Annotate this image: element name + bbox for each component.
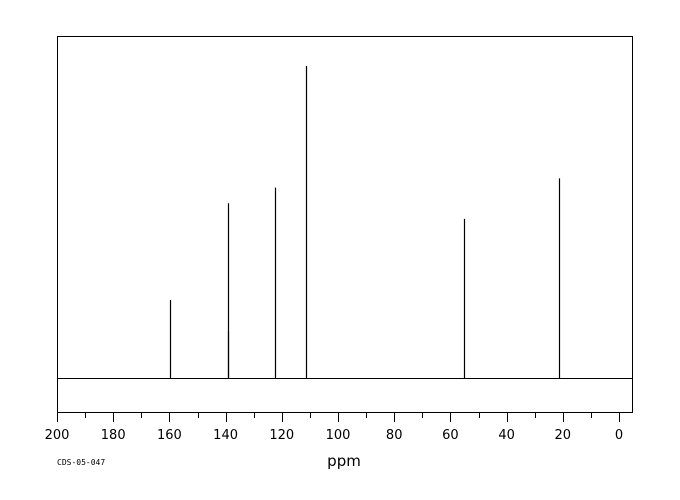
- x-tick-label: 200: [45, 428, 70, 443]
- x-axis-ticks: [57, 412, 620, 422]
- spectrum-code: CDS-05-047: [57, 458, 105, 467]
- x-axis-tick-labels: 200 180 160 140 120 100 80 60 40 20 0: [45, 428, 624, 443]
- x-tick-label: 20: [555, 428, 572, 443]
- x-tick-label: 140: [213, 428, 238, 443]
- x-tick-label: 100: [326, 428, 351, 443]
- x-tick-label: 40: [498, 428, 515, 443]
- x-tick-label: 80: [386, 428, 403, 443]
- x-axis-label: ppm: [327, 452, 361, 470]
- plot-frame: [57, 36, 633, 413]
- x-tick-label: 120: [269, 428, 294, 443]
- x-tick-label: 60: [442, 428, 459, 443]
- x-tick-label: 160: [157, 428, 182, 443]
- x-tick-label: 0: [615, 428, 623, 443]
- peaks-group: [169, 66, 561, 378]
- x-tick-label: 180: [101, 428, 126, 443]
